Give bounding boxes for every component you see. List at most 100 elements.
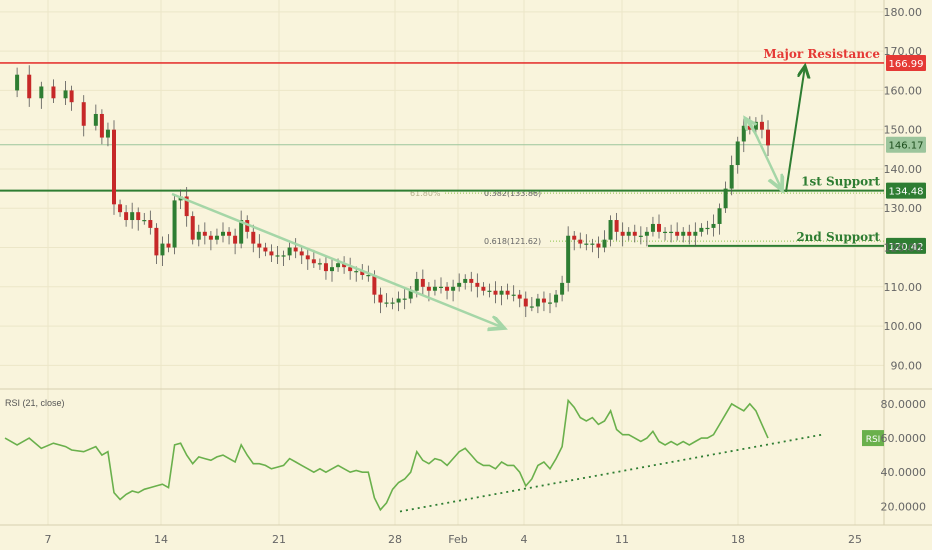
candle-body <box>275 255 280 257</box>
rsi-tick-label: 80.0000 <box>881 398 927 411</box>
candle-body <box>723 188 728 209</box>
candle-body <box>487 290 492 292</box>
time-tick-label: 11 <box>615 533 629 546</box>
candle-body <box>160 243 165 256</box>
candle-body <box>566 235 571 283</box>
candle-body <box>711 223 716 228</box>
major-resistance-label: Major Resistance <box>763 47 880 61</box>
candle-body <box>759 121 764 130</box>
candle-body <box>408 290 413 299</box>
candle-body <box>650 223 655 232</box>
candle-body <box>81 102 86 126</box>
candles <box>15 65 770 318</box>
candle-body <box>481 286 486 291</box>
grid <box>0 0 932 526</box>
rsi-tick-label: 40.0000 <box>881 466 927 479</box>
second-support-label: 2nd Support <box>796 230 880 244</box>
major-resistance-badge[interactable] <box>886 54 926 71</box>
candle-body <box>166 243 171 248</box>
time-tick-label: 25 <box>848 533 862 546</box>
candle-body <box>620 231 625 236</box>
candle-body <box>457 282 462 287</box>
first-support-value: 134.48 <box>889 187 924 198</box>
candle-body <box>626 231 631 236</box>
candle-body <box>608 220 613 240</box>
first-support-badge[interactable] <box>886 182 926 199</box>
candle-body <box>717 208 722 224</box>
candle-body <box>257 243 262 248</box>
downtrend-arrow <box>171 192 504 328</box>
candle-body <box>426 286 431 291</box>
candle-body <box>287 247 292 256</box>
candle-body <box>118 204 123 213</box>
candle-body <box>360 271 365 276</box>
rsi-line <box>4 398 769 512</box>
candle-body <box>432 286 437 291</box>
candle-body <box>517 294 522 299</box>
axes: 180.00 170.00 160.00 150.00 140.00 130.00 120.… <box>45 6 927 546</box>
candle-body <box>245 220 250 232</box>
candle-body <box>372 275 377 295</box>
candle-body <box>378 294 383 303</box>
last-price-badge[interactable] <box>886 136 926 153</box>
time-tick-label: 4 <box>521 533 528 546</box>
candle-body <box>584 243 589 245</box>
candle-body <box>548 302 552 304</box>
candle-body <box>172 200 177 248</box>
candle-body <box>251 231 256 244</box>
price-tick-label: 170.00 <box>884 45 923 58</box>
candle-body <box>130 212 135 221</box>
candle-body <box>638 235 643 237</box>
candle-body <box>675 231 680 236</box>
candle-body <box>317 263 322 265</box>
candle-body <box>154 227 159 256</box>
candle-body <box>227 231 232 236</box>
price-tick-label: 100.00 <box>884 320 923 333</box>
candle-body <box>766 129 770 146</box>
candle-body <box>414 278 419 291</box>
candle-body <box>499 290 504 295</box>
candle-body <box>342 263 347 268</box>
time-tick-label: 14 <box>154 533 168 546</box>
candle-body <box>402 298 407 300</box>
candle-body <box>657 223 661 232</box>
candle-body <box>99 113 104 138</box>
candle-body <box>554 294 559 303</box>
candle-body <box>354 271 359 273</box>
price-tick-label: 110.00 <box>884 281 923 294</box>
candle-body <box>572 235 577 240</box>
second-support-badge[interactable] <box>886 237 926 254</box>
candle-body <box>208 235 213 240</box>
candle-body <box>644 231 649 236</box>
time-tick-label: Feb <box>448 533 467 546</box>
price-tick-label: 150.00 <box>884 124 923 137</box>
candle-body <box>330 267 334 272</box>
rsi-badge-label: RSI <box>866 435 881 445</box>
candle-body <box>269 251 274 256</box>
candle-body <box>136 212 141 221</box>
candle-body <box>214 235 219 240</box>
candle-body <box>541 298 546 303</box>
candle-body <box>614 220 619 232</box>
candle-body <box>420 278 425 287</box>
candle-body <box>311 259 316 264</box>
candle-body <box>493 290 498 295</box>
time-tick-label: 7 <box>45 533 52 546</box>
rsi-tick-label: 60.0000 <box>881 432 927 445</box>
candle-body <box>263 247 268 252</box>
candle-body <box>699 227 704 232</box>
price-tick-label: 120.00 <box>884 242 923 255</box>
rsi-badge[interactable] <box>862 430 884 447</box>
candle-body <box>729 165 734 189</box>
price-tick-label: 180.00 <box>884 6 923 19</box>
candle-body <box>39 86 44 99</box>
candle-body <box>384 302 389 304</box>
rsi-indicator-title[interactable]: RSI (21, close) <box>5 398 65 408</box>
candle-body <box>293 247 298 252</box>
candle-body <box>63 90 68 99</box>
candle-body <box>323 263 328 272</box>
major-resistance-value: 166.99 <box>889 59 924 70</box>
candle-body <box>632 231 637 236</box>
candle-body <box>112 129 116 205</box>
